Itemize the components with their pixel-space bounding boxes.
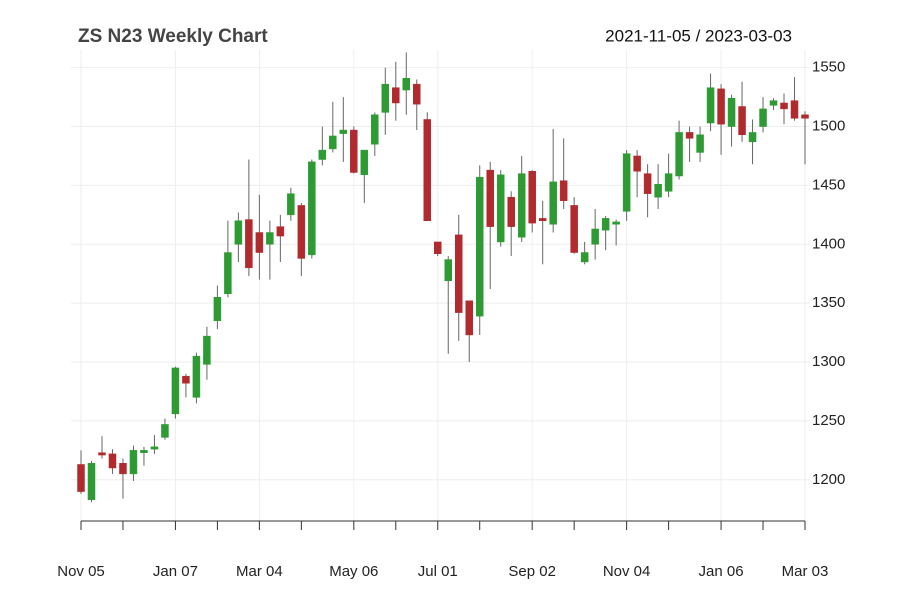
x-tick-label: Jul 01	[418, 563, 458, 580]
candle-body	[486, 169, 494, 227]
candle-body	[675, 132, 683, 177]
candle-body	[612, 221, 620, 225]
candle-body	[423, 119, 432, 221]
candle-body	[801, 114, 809, 119]
candle-body	[780, 102, 788, 110]
candle-body	[790, 100, 799, 119]
candle-body	[213, 297, 222, 322]
candle-body	[706, 87, 715, 124]
candle-body	[759, 108, 767, 127]
candle-body	[434, 241, 442, 254]
x-tick-label: Mar 03	[782, 563, 829, 580]
candle-body	[685, 132, 694, 139]
candle-body	[287, 193, 295, 216]
candle-body	[580, 252, 589, 263]
x-tick-label: Sep 02	[508, 563, 556, 580]
candle-body	[203, 335, 211, 365]
candle-body	[266, 232, 274, 245]
candle-body	[360, 149, 369, 176]
candle-body	[769, 100, 778, 106]
chart-title: ZS N23 Weekly Chart	[78, 26, 268, 47]
y-tick-label: 1250	[812, 412, 845, 429]
y-tick-label: 1550	[812, 59, 845, 76]
candle-body	[129, 450, 138, 475]
candle-body	[350, 129, 358, 173]
candle-body	[297, 205, 306, 259]
candle-body	[622, 153, 631, 212]
candle-body	[664, 173, 673, 192]
candle-body	[727, 98, 736, 127]
x-tick-label: Jan 06	[699, 563, 744, 580]
candle-body	[507, 196, 515, 227]
candle-body	[696, 134, 704, 153]
candle-body	[454, 234, 463, 313]
candle-body	[108, 453, 117, 469]
candle-body	[538, 218, 547, 221]
candle-body	[570, 205, 578, 253]
candle-body	[224, 252, 232, 294]
candle-body	[119, 463, 127, 475]
candle-body	[528, 171, 536, 224]
candle-body	[633, 155, 641, 172]
y-tick-label: 1450	[812, 176, 845, 193]
candle-body	[465, 300, 473, 336]
candle-body	[87, 463, 96, 501]
candle-body	[77, 464, 85, 492]
candle-body	[517, 173, 526, 238]
candle-body	[98, 452, 106, 456]
candle-body	[161, 424, 169, 438]
candle-body	[140, 450, 148, 453]
candle-body	[738, 106, 746, 136]
candle-body	[182, 375, 190, 384]
x-tick-label: Mar 04	[236, 563, 283, 580]
candle-body	[318, 149, 327, 160]
candle-body	[192, 355, 201, 398]
candle-body	[496, 174, 505, 243]
date-range: 2021-11-05 / 2023-03-03	[605, 26, 792, 45]
candle-body	[234, 220, 243, 245]
candle-body	[150, 446, 159, 450]
candle-body	[381, 83, 390, 113]
x-tick-label: Jan 07	[153, 563, 198, 580]
x-tick-label: Nov 05	[57, 563, 105, 580]
candle-body	[371, 114, 379, 145]
candle-body	[276, 226, 285, 237]
candle-body	[392, 87, 400, 104]
candle-body	[643, 173, 652, 194]
candle-body	[413, 83, 421, 105]
candle-body	[255, 232, 264, 253]
x-tick-label: May 06	[329, 563, 378, 580]
candle-body	[549, 181, 557, 225]
candle-body	[591, 228, 599, 245]
candle-body	[329, 135, 337, 150]
candle-body	[245, 219, 253, 269]
candle-body	[171, 367, 180, 415]
candle-body	[402, 78, 411, 91]
candle-body	[308, 161, 316, 256]
candle-body	[654, 183, 662, 198]
candle-body	[559, 180, 568, 201]
candle-body	[339, 129, 348, 134]
y-tick-label: 1500	[812, 118, 845, 135]
y-tick-label: 1300	[812, 353, 845, 370]
candle-body	[475, 176, 484, 317]
y-tick-label: 1400	[812, 235, 845, 252]
candle-body	[444, 259, 452, 282]
candle-body	[717, 88, 725, 125]
x-tick-label: Nov 04	[603, 563, 651, 580]
candle-body	[601, 218, 610, 231]
candle-body	[748, 132, 757, 143]
y-tick-label: 1350	[812, 294, 845, 311]
y-tick-label: 1200	[812, 471, 845, 488]
